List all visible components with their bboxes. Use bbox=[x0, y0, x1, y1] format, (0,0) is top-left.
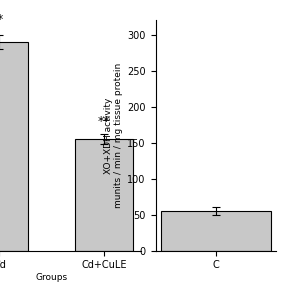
Bar bbox=[161, 211, 271, 251]
Bar bbox=[0, 42, 28, 251]
Bar bbox=[75, 139, 133, 251]
Text: *: * bbox=[0, 13, 3, 26]
Text: **: ** bbox=[98, 115, 111, 128]
X-axis label: Groups: Groups bbox=[36, 273, 68, 282]
Y-axis label: XO+XDH activity
munits / min / mg tissue protein: XO+XDH activity munits / min / mg tissue… bbox=[104, 63, 123, 208]
